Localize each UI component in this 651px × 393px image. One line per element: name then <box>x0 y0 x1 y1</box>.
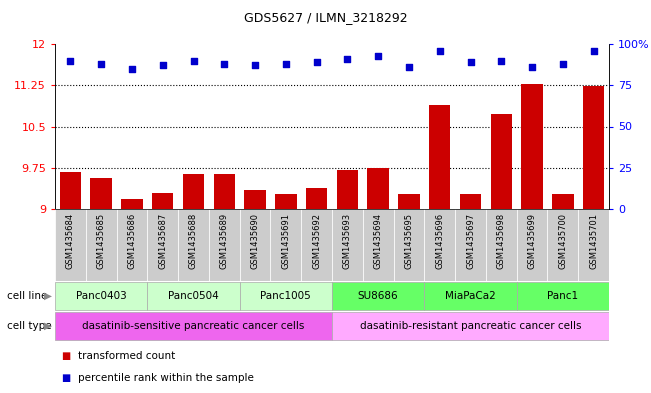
Bar <box>270 209 301 281</box>
Text: GSM1435692: GSM1435692 <box>312 213 321 268</box>
Text: GSM1435695: GSM1435695 <box>404 213 413 268</box>
Bar <box>60 172 81 209</box>
Bar <box>517 209 547 281</box>
Bar <box>552 194 574 209</box>
Bar <box>332 282 424 310</box>
Bar <box>332 209 363 281</box>
Text: GSM1435694: GSM1435694 <box>374 213 383 268</box>
Bar <box>455 209 486 281</box>
Bar <box>240 209 270 281</box>
Text: GSM1435687: GSM1435687 <box>158 213 167 269</box>
Bar <box>547 209 578 281</box>
Bar <box>398 194 420 209</box>
Point <box>158 62 168 69</box>
Point <box>219 61 230 67</box>
Text: SU8686: SU8686 <box>358 291 398 301</box>
Text: MiaPaCa2: MiaPaCa2 <box>445 291 496 301</box>
Bar <box>152 193 174 209</box>
Text: GSM1435696: GSM1435696 <box>436 213 444 269</box>
Bar <box>517 282 609 310</box>
Bar <box>460 194 481 209</box>
Bar <box>301 209 332 281</box>
Bar <box>55 282 147 310</box>
Text: ▶: ▶ <box>44 321 51 331</box>
Point <box>96 61 106 67</box>
Text: GSM1435699: GSM1435699 <box>527 213 536 268</box>
Text: cell line: cell line <box>7 291 47 301</box>
Point <box>127 66 137 72</box>
Bar <box>363 209 394 281</box>
Bar <box>178 209 209 281</box>
Text: GSM1435690: GSM1435690 <box>251 213 260 268</box>
Bar <box>147 209 178 281</box>
Bar <box>486 209 517 281</box>
Text: GSM1435684: GSM1435684 <box>66 213 75 269</box>
Text: cell type: cell type <box>7 321 51 331</box>
Bar <box>424 282 517 310</box>
Point <box>434 48 445 54</box>
Bar <box>117 209 147 281</box>
Text: ■: ■ <box>61 373 71 384</box>
Text: GSM1435685: GSM1435685 <box>96 213 105 269</box>
Bar <box>306 187 327 209</box>
Bar <box>90 178 112 209</box>
Bar <box>240 282 332 310</box>
Bar <box>367 168 389 209</box>
Bar <box>490 114 512 209</box>
Text: Panc0403: Panc0403 <box>76 291 126 301</box>
Text: GSM1435688: GSM1435688 <box>189 213 198 269</box>
Bar <box>86 209 117 281</box>
Text: GSM1435701: GSM1435701 <box>589 213 598 268</box>
Text: Panc1: Panc1 <box>547 291 578 301</box>
Text: transformed count: transformed count <box>77 351 175 360</box>
Text: ▶: ▶ <box>44 291 51 301</box>
Text: Panc1005: Panc1005 <box>260 291 311 301</box>
Bar <box>244 190 266 209</box>
Bar <box>337 170 358 209</box>
Text: GSM1435697: GSM1435697 <box>466 213 475 269</box>
Point <box>188 57 199 64</box>
Point <box>342 56 353 62</box>
Bar <box>214 174 235 209</box>
Bar <box>55 312 332 340</box>
Text: percentile rank within the sample: percentile rank within the sample <box>77 373 254 384</box>
Bar <box>55 209 86 281</box>
Text: GSM1435698: GSM1435698 <box>497 213 506 269</box>
Bar <box>429 105 450 209</box>
Bar <box>394 209 424 281</box>
Bar <box>147 282 240 310</box>
Text: GSM1435689: GSM1435689 <box>220 213 229 269</box>
Point <box>527 64 537 70</box>
Bar <box>578 209 609 281</box>
Text: GSM1435693: GSM1435693 <box>343 213 352 269</box>
Point <box>250 62 260 69</box>
Text: Panc0504: Panc0504 <box>168 291 219 301</box>
Bar <box>183 174 204 209</box>
Text: ■: ■ <box>61 351 71 360</box>
Bar <box>424 209 455 281</box>
Point <box>465 59 476 65</box>
Point <box>311 59 322 65</box>
Point <box>496 57 506 64</box>
Bar <box>583 86 604 209</box>
Bar <box>275 194 297 209</box>
Point <box>589 48 599 54</box>
Text: GSM1435691: GSM1435691 <box>281 213 290 268</box>
Point <box>281 61 291 67</box>
Text: dasatinib-sensitive pancreatic cancer cells: dasatinib-sensitive pancreatic cancer ce… <box>82 321 305 331</box>
Bar <box>521 84 543 209</box>
Point <box>65 57 76 64</box>
Bar <box>209 209 240 281</box>
Text: dasatinib-resistant pancreatic cancer cells: dasatinib-resistant pancreatic cancer ce… <box>360 321 581 331</box>
Text: GSM1435700: GSM1435700 <box>559 213 567 268</box>
Text: GSM1435686: GSM1435686 <box>128 213 137 269</box>
Point <box>373 52 383 59</box>
Point <box>404 64 414 70</box>
Text: GDS5627 / ILMN_3218292: GDS5627 / ILMN_3218292 <box>243 11 408 24</box>
Bar <box>332 312 609 340</box>
Point <box>558 61 568 67</box>
Bar <box>121 198 143 209</box>
